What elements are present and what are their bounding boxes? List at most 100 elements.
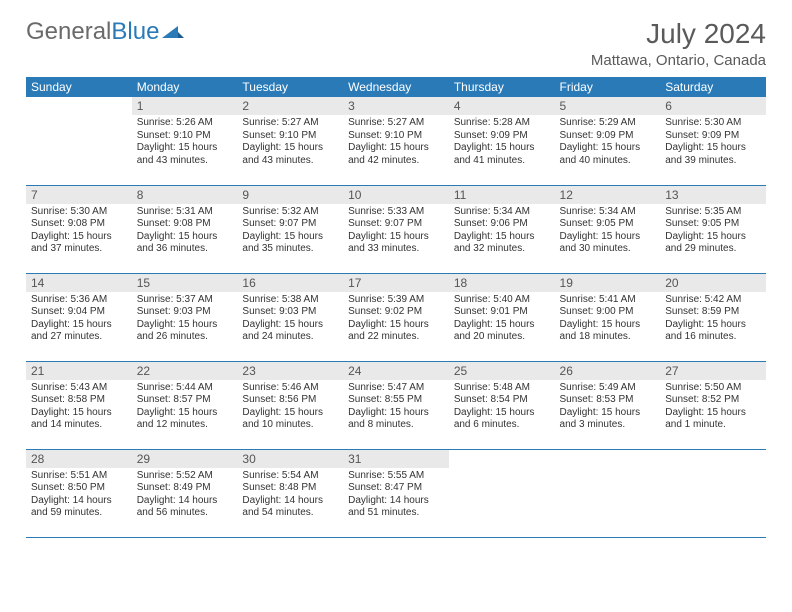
day-number: 26 xyxy=(555,362,661,380)
day-details: Sunrise: 5:50 AMSunset: 8:52 PMDaylight:… xyxy=(660,380,766,436)
weekday-header: Monday xyxy=(132,77,238,97)
day-number: 10 xyxy=(343,186,449,204)
calendar-cell: 12Sunrise: 5:34 AMSunset: 9:05 PMDayligh… xyxy=(555,185,661,273)
day-details: Sunrise: 5:27 AMSunset: 9:10 PMDaylight:… xyxy=(343,115,449,171)
calendar-cell: 1Sunrise: 5:26 AMSunset: 9:10 PMDaylight… xyxy=(132,97,238,185)
calendar-cell: 7Sunrise: 5:30 AMSunset: 9:08 PMDaylight… xyxy=(26,185,132,273)
weekday-header: Wednesday xyxy=(343,77,449,97)
calendar-cell: 16Sunrise: 5:38 AMSunset: 9:03 PMDayligh… xyxy=(237,273,343,361)
calendar-cell xyxy=(660,449,766,537)
day-details: Sunrise: 5:52 AMSunset: 8:49 PMDaylight:… xyxy=(132,468,238,524)
day-number: 9 xyxy=(237,186,343,204)
day-details: Sunrise: 5:34 AMSunset: 9:05 PMDaylight:… xyxy=(555,204,661,260)
calendar-cell: 29Sunrise: 5:52 AMSunset: 8:49 PMDayligh… xyxy=(132,449,238,537)
day-number: 17 xyxy=(343,274,449,292)
brand-logo: GeneralBlue xyxy=(26,18,184,46)
calendar-cell: 21Sunrise: 5:43 AMSunset: 8:58 PMDayligh… xyxy=(26,361,132,449)
day-number: 24 xyxy=(343,362,449,380)
calendar-cell: 6Sunrise: 5:30 AMSunset: 9:09 PMDaylight… xyxy=(660,97,766,185)
day-number: 29 xyxy=(132,450,238,468)
day-details: Sunrise: 5:48 AMSunset: 8:54 PMDaylight:… xyxy=(449,380,555,436)
calendar-cell: 26Sunrise: 5:49 AMSunset: 8:53 PMDayligh… xyxy=(555,361,661,449)
calendar-cell xyxy=(555,449,661,537)
day-details: Sunrise: 5:31 AMSunset: 9:08 PMDaylight:… xyxy=(132,204,238,260)
day-details: Sunrise: 5:55 AMSunset: 8:47 PMDaylight:… xyxy=(343,468,449,524)
calendar-cell: 5Sunrise: 5:29 AMSunset: 9:09 PMDaylight… xyxy=(555,97,661,185)
day-number: 23 xyxy=(237,362,343,380)
calendar-cell: 17Sunrise: 5:39 AMSunset: 9:02 PMDayligh… xyxy=(343,273,449,361)
day-details: Sunrise: 5:29 AMSunset: 9:09 PMDaylight:… xyxy=(555,115,661,171)
day-number: 27 xyxy=(660,362,766,380)
day-details: Sunrise: 5:44 AMSunset: 8:57 PMDaylight:… xyxy=(132,380,238,436)
day-details: Sunrise: 5:26 AMSunset: 9:10 PMDaylight:… xyxy=(132,115,238,171)
day-details: Sunrise: 5:40 AMSunset: 9:01 PMDaylight:… xyxy=(449,292,555,348)
calendar-cell xyxy=(449,449,555,537)
day-details: Sunrise: 5:49 AMSunset: 8:53 PMDaylight:… xyxy=(555,380,661,436)
day-number: 22 xyxy=(132,362,238,380)
location-label: Mattawa, Ontario, Canada xyxy=(591,52,766,69)
calendar-cell: 23Sunrise: 5:46 AMSunset: 8:56 PMDayligh… xyxy=(237,361,343,449)
day-details: Sunrise: 5:54 AMSunset: 8:48 PMDaylight:… xyxy=(237,468,343,524)
title-block: July 2024 Mattawa, Ontario, Canada xyxy=(591,18,766,69)
weekday-header: Sunday xyxy=(26,77,132,97)
page-header: GeneralBlue July 2024 Mattawa, Ontario, … xyxy=(26,18,766,69)
calendar-cell: 22Sunrise: 5:44 AMSunset: 8:57 PMDayligh… xyxy=(132,361,238,449)
day-number: 4 xyxy=(449,97,555,115)
day-details: Sunrise: 5:36 AMSunset: 9:04 PMDaylight:… xyxy=(26,292,132,348)
weekday-header: Thursday xyxy=(449,77,555,97)
calendar-cell: 13Sunrise: 5:35 AMSunset: 9:05 PMDayligh… xyxy=(660,185,766,273)
calendar-cell: 28Sunrise: 5:51 AMSunset: 8:50 PMDayligh… xyxy=(26,449,132,537)
brand-part1: General xyxy=(26,18,111,46)
day-details: Sunrise: 5:32 AMSunset: 9:07 PMDaylight:… xyxy=(237,204,343,260)
day-number: 30 xyxy=(237,450,343,468)
calendar-cell: 27Sunrise: 5:50 AMSunset: 8:52 PMDayligh… xyxy=(660,361,766,449)
day-number: 2 xyxy=(237,97,343,115)
calendar-row: 21Sunrise: 5:43 AMSunset: 8:58 PMDayligh… xyxy=(26,361,766,449)
day-number: 7 xyxy=(26,186,132,204)
day-details: Sunrise: 5:41 AMSunset: 9:00 PMDaylight:… xyxy=(555,292,661,348)
calendar-cell: 15Sunrise: 5:37 AMSunset: 9:03 PMDayligh… xyxy=(132,273,238,361)
day-number: 15 xyxy=(132,274,238,292)
calendar-cell: 9Sunrise: 5:32 AMSunset: 9:07 PMDaylight… xyxy=(237,185,343,273)
calendar-cell: 10Sunrise: 5:33 AMSunset: 9:07 PMDayligh… xyxy=(343,185,449,273)
day-number: 18 xyxy=(449,274,555,292)
calendar-cell: 18Sunrise: 5:40 AMSunset: 9:01 PMDayligh… xyxy=(449,273,555,361)
day-details: Sunrise: 5:27 AMSunset: 9:10 PMDaylight:… xyxy=(237,115,343,171)
day-number: 13 xyxy=(660,186,766,204)
calendar-row: 28Sunrise: 5:51 AMSunset: 8:50 PMDayligh… xyxy=(26,449,766,537)
day-details: Sunrise: 5:34 AMSunset: 9:06 PMDaylight:… xyxy=(449,204,555,260)
day-number: 5 xyxy=(555,97,661,115)
calendar-table: SundayMondayTuesdayWednesdayThursdayFrid… xyxy=(26,77,766,538)
day-details: Sunrise: 5:30 AMSunset: 9:09 PMDaylight:… xyxy=(660,115,766,171)
day-number: 25 xyxy=(449,362,555,380)
day-number: 6 xyxy=(660,97,766,115)
month-title: July 2024 xyxy=(591,18,766,50)
day-details: Sunrise: 5:28 AMSunset: 9:09 PMDaylight:… xyxy=(449,115,555,171)
calendar-body: 1Sunrise: 5:26 AMSunset: 9:10 PMDaylight… xyxy=(26,97,766,537)
calendar-row: 7Sunrise: 5:30 AMSunset: 9:08 PMDaylight… xyxy=(26,185,766,273)
day-details: Sunrise: 5:38 AMSunset: 9:03 PMDaylight:… xyxy=(237,292,343,348)
day-number: 12 xyxy=(555,186,661,204)
calendar-cell: 14Sunrise: 5:36 AMSunset: 9:04 PMDayligh… xyxy=(26,273,132,361)
day-details: Sunrise: 5:30 AMSunset: 9:08 PMDaylight:… xyxy=(26,204,132,260)
day-details: Sunrise: 5:37 AMSunset: 9:03 PMDaylight:… xyxy=(132,292,238,348)
day-details: Sunrise: 5:51 AMSunset: 8:50 PMDaylight:… xyxy=(26,468,132,524)
weekday-header: Tuesday xyxy=(237,77,343,97)
day-number: 28 xyxy=(26,450,132,468)
day-details: Sunrise: 5:39 AMSunset: 9:02 PMDaylight:… xyxy=(343,292,449,348)
day-details: Sunrise: 5:43 AMSunset: 8:58 PMDaylight:… xyxy=(26,380,132,436)
calendar-cell: 19Sunrise: 5:41 AMSunset: 9:00 PMDayligh… xyxy=(555,273,661,361)
day-details: Sunrise: 5:42 AMSunset: 8:59 PMDaylight:… xyxy=(660,292,766,348)
calendar-cell: 2Sunrise: 5:27 AMSunset: 9:10 PMDaylight… xyxy=(237,97,343,185)
calendar-cell: 3Sunrise: 5:27 AMSunset: 9:10 PMDaylight… xyxy=(343,97,449,185)
calendar-cell: 24Sunrise: 5:47 AMSunset: 8:55 PMDayligh… xyxy=(343,361,449,449)
day-number: 14 xyxy=(26,274,132,292)
day-number: 16 xyxy=(237,274,343,292)
triangle-icon xyxy=(162,24,184,42)
calendar-cell: 25Sunrise: 5:48 AMSunset: 8:54 PMDayligh… xyxy=(449,361,555,449)
day-details: Sunrise: 5:35 AMSunset: 9:05 PMDaylight:… xyxy=(660,204,766,260)
day-number: 3 xyxy=(343,97,449,115)
calendar-cell: 20Sunrise: 5:42 AMSunset: 8:59 PMDayligh… xyxy=(660,273,766,361)
calendar-cell xyxy=(26,97,132,185)
calendar-row: 14Sunrise: 5:36 AMSunset: 9:04 PMDayligh… xyxy=(26,273,766,361)
